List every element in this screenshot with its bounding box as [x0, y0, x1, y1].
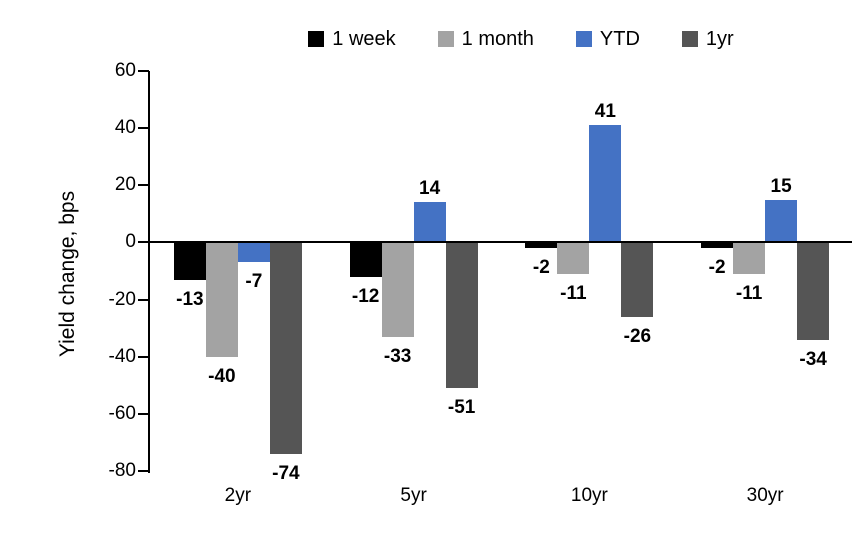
y-axis-line — [148, 71, 150, 473]
legend-swatch-icon — [437, 31, 454, 47]
category-label-10yr: 10yr — [570, 485, 608, 506]
legend-label: 1yr — [705, 27, 734, 50]
bar-1-month-5yr — [381, 242, 414, 337]
bar-YTD-10yr — [589, 125, 622, 243]
data-label: -51 — [447, 397, 476, 419]
plot-area: -13 -40 -7 -74 2yr -12 -33 14 -51 5yr -2 -11 41 -26 10… — [40, 16, 852, 525]
y-tick-label: 0 — [125, 231, 136, 253]
data-label: 14 — [419, 178, 441, 200]
data-label: -12 — [351, 285, 380, 307]
legend-item-YTD: YTD — [575, 27, 640, 51]
bar-YTD-2yr — [237, 242, 270, 263]
legend-label: YTD — [599, 27, 640, 50]
legend-swatch-icon — [575, 31, 592, 47]
bar-1-week-2yr — [173, 242, 206, 280]
chart-legend: 1 week 1 month YTD 1yr — [150, 24, 852, 54]
data-label: 41 — [594, 101, 616, 123]
y-tick-mark — [138, 127, 149, 130]
legend-label: 1 month — [461, 27, 534, 50]
y-tick-mark — [138, 412, 149, 415]
category-label-2yr: 2yr — [224, 485, 252, 506]
data-label: -7 — [245, 271, 263, 293]
data-label: -74 — [272, 462, 300, 484]
y-tick-label: 60 — [114, 60, 136, 81]
bar-1-month-10yr — [557, 242, 590, 274]
data-label: -40 — [208, 365, 236, 387]
bar-1-week-10yr — [525, 242, 558, 249]
data-label: -13 — [176, 288, 204, 310]
data-label: 15 — [770, 175, 792, 197]
y-tick-mark — [138, 470, 149, 472]
y-tick-label: 20 — [114, 174, 136, 196]
data-label: -2 — [532, 257, 550, 279]
data-label: -33 — [383, 345, 412, 367]
legend-swatch-icon — [681, 31, 698, 47]
legend-item-1yr: 1yr — [681, 27, 734, 51]
bar-1-week-30yr — [701, 242, 734, 249]
data-label: -2 — [708, 257, 726, 279]
legend-swatch-icon — [308, 31, 325, 47]
legend-item-1-month: 1 month — [437, 27, 534, 51]
legend-item-1-week: 1 week — [308, 27, 396, 51]
category-label-30yr: 30yr — [746, 485, 784, 506]
y-tick-label: 40 — [114, 117, 136, 139]
x-axis-zero-line — [148, 241, 852, 244]
y-tick-mark — [138, 70, 149, 72]
bar-1yr-30yr — [797, 242, 830, 340]
y-tick-label: -40 — [108, 345, 136, 367]
y-tick-label: -80 — [108, 460, 136, 481]
data-label: -26 — [623, 325, 652, 347]
bar-1-month-2yr — [205, 242, 238, 357]
category-label-5yr: 5yr — [400, 485, 427, 506]
bar-1-week-5yr — [349, 242, 382, 277]
bar-1yr-5yr — [445, 242, 478, 389]
bar-1yr-10yr — [621, 242, 654, 317]
y-tick-mark — [138, 298, 149, 301]
bar-YTD-5yr — [413, 202, 446, 243]
data-label: -11 — [560, 282, 587, 304]
legend-label: 1 week — [332, 27, 396, 50]
data-label: -11 — [735, 282, 763, 304]
bar-1yr-2yr — [269, 242, 302, 454]
data-label: -34 — [799, 348, 827, 370]
bar-YTD-30yr — [765, 199, 798, 243]
y-tick-label: -20 — [108, 288, 136, 310]
bar-1-month-30yr — [733, 242, 766, 274]
y-tick-label: -60 — [108, 402, 136, 424]
y-tick-mark — [138, 184, 149, 187]
yield-change-bar-chart: 1 week 1 month YTD 1yr Yield change, bps -1… — [40, 16, 852, 525]
y-tick-mark — [138, 241, 149, 244]
y-tick-mark — [138, 355, 149, 358]
